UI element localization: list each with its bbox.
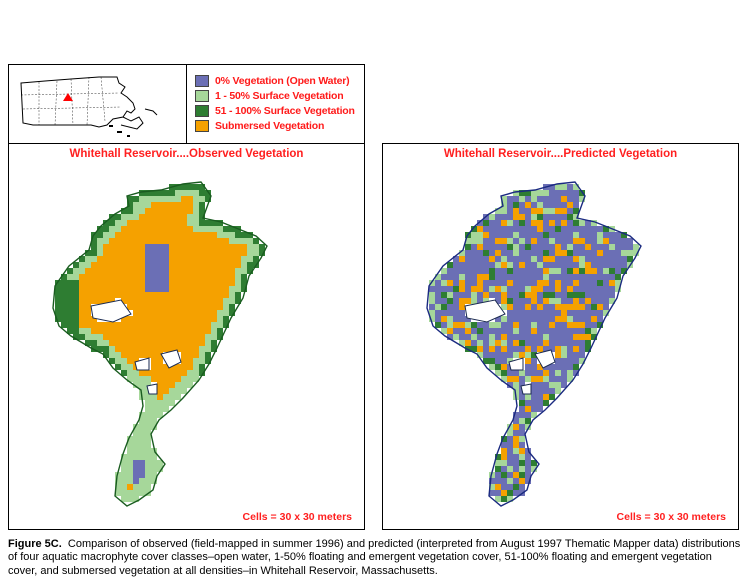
legend-swatch	[195, 74, 209, 87]
island-shape	[146, 383, 158, 395]
reservoir-raster	[52, 181, 268, 507]
massachusetts-outline-icon	[20, 76, 158, 137]
shoreline-outline	[52, 181, 268, 507]
legend-swatch	[195, 119, 209, 132]
map-title: Whitehall Reservoir....Observed Vegetati…	[69, 148, 304, 160]
caption-text: Comparison of observed (field-mapped in …	[8, 538, 741, 577]
island-shape	[534, 349, 556, 369]
map-title: Whitehall Reservoir....Predicted Vegetat…	[443, 148, 678, 160]
header-panel: 0% Vegetation (Open Water) 1 - 50% Surfa…	[8, 64, 365, 144]
island-shape	[134, 357, 150, 371]
figure-caption: Figure 5C. Comparison of observed (field…	[8, 538, 744, 578]
massachusetts-locator-map	[9, 65, 187, 143]
legend-label: Submersed Vegetation	[215, 119, 325, 132]
legend: 0% Vegetation (Open Water) 1 - 50% Surfa…	[195, 73, 355, 133]
predicted-map-canvas	[426, 181, 642, 507]
island-shape	[520, 383, 532, 395]
legend-item-high-surface: 51 - 100% Surface Vegetation	[195, 103, 355, 118]
predicted-vegetation-map: Whitehall Reservoir....Predicted Vegetat…	[382, 143, 739, 530]
reservoir-raster	[426, 181, 642, 507]
legend-swatch	[195, 104, 209, 117]
legend-item-open-water: 0% Vegetation (Open Water)	[195, 73, 355, 88]
legend-item-submersed: Submersed Vegetation	[195, 118, 355, 133]
island-shape	[464, 299, 506, 323]
legend-swatch	[195, 89, 209, 102]
legend-item-low-surface: 1 - 50% Surface Vegetation	[195, 88, 355, 103]
legend-label: 51 - 100% Surface Vegetation	[215, 104, 355, 117]
island-shape	[508, 357, 524, 371]
legend-label: 1 - 50% Surface Vegetation	[215, 89, 344, 102]
shoreline-outline	[426, 181, 642, 507]
island-shape	[160, 349, 182, 369]
reservoir-location-marker	[63, 93, 73, 101]
observed-map-canvas	[52, 181, 268, 507]
scale-note: Cells = 30 x 30 meters	[242, 511, 352, 523]
scale-note: Cells = 30 x 30 meters	[616, 511, 726, 523]
legend-label: 0% Vegetation (Open Water)	[215, 74, 350, 87]
island-shape	[90, 299, 132, 323]
caption-label: Figure 5C.	[8, 538, 62, 550]
observed-vegetation-map: Whitehall Reservoir....Observed Vegetati…	[8, 143, 365, 530]
